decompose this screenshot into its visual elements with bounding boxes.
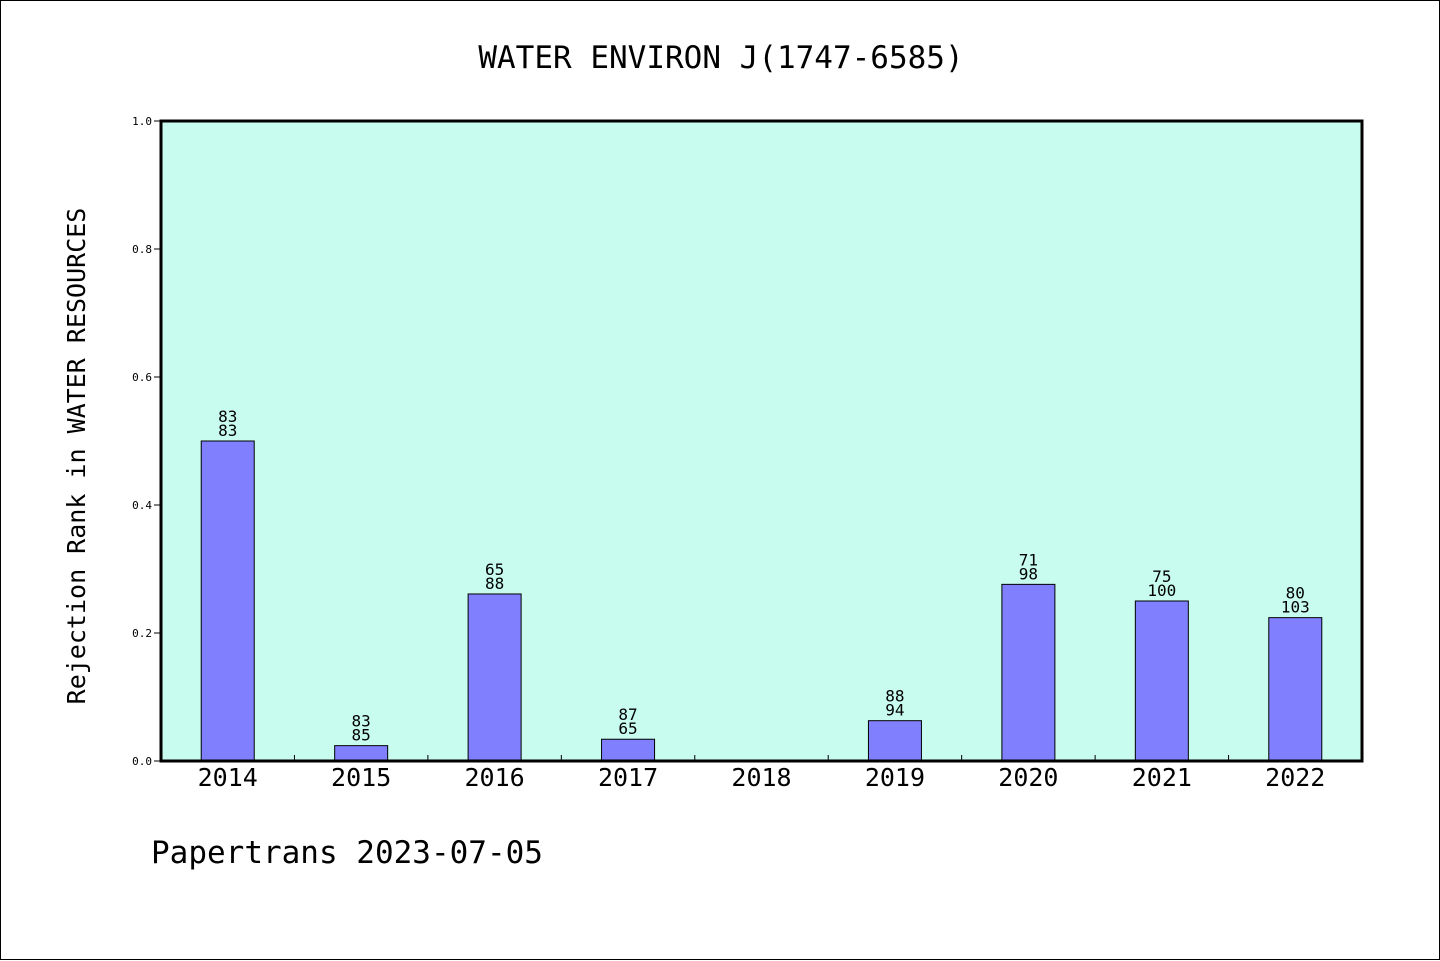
y-tick-label: 0.8 (132, 243, 152, 256)
y-axis: 0.0 0.2 0.4 0.6 0.8 1.0 (132, 115, 161, 768)
bar-label-bottom: 83 (218, 421, 237, 440)
bar-2016 (467, 593, 522, 762)
bar-label-bottom: 103 (1281, 598, 1310, 617)
x-tick-label: 2017 (598, 763, 658, 792)
bar-2020 (1001, 583, 1056, 762)
plot-border (159, 119, 1364, 763)
x-tick-label: 2019 (865, 763, 925, 792)
bar-label-bottom: 98 (1019, 564, 1038, 583)
x-tick-label: 2015 (331, 763, 391, 792)
bar-label-top: 65 (485, 560, 504, 579)
bar-label-bottom: 88 (485, 574, 504, 593)
bar-2014 (200, 440, 255, 762)
bars-group (200, 440, 1323, 762)
x-axis: 2014 2015 2016 2017 2018 2019 2020 2021 2022 (198, 755, 1325, 792)
bar-label-bottom: 100 (1147, 581, 1176, 600)
bar-2017 (601, 738, 656, 762)
x-tick-label: 2021 (1132, 763, 1192, 792)
bar-label-bottom: 94 (885, 701, 904, 720)
bar-label-top: 71 (1019, 550, 1038, 569)
bar-label-top: 88 (885, 687, 904, 706)
bar-2022 (1268, 617, 1323, 762)
bar-label-top: 83 (352, 712, 371, 731)
y-tick-label: 1.0 (132, 115, 152, 128)
chart-title: WATER ENVIRON J(1747-6585) (478, 40, 963, 76)
bar-label-top: 83 (218, 407, 237, 426)
bar-2019 (867, 720, 922, 762)
footer-text: Papertrans 2023-07-05 (151, 835, 543, 871)
x-tick-label: 2016 (465, 763, 525, 792)
x-tick-label: 2022 (1265, 763, 1325, 792)
bar-label-top: 87 (618, 705, 637, 724)
y-tick-label: 0.0 (132, 755, 152, 768)
y-axis-label: Rejection Rank in WATER RESOURCES (62, 208, 91, 705)
y-tick-label: 0.2 (132, 627, 152, 640)
y-tick-label: 0.4 (132, 499, 152, 512)
y-tick-label: 0.6 (132, 371, 152, 384)
bar-label-bottom: 65 (618, 719, 637, 738)
x-tick-label: 2018 (731, 763, 791, 792)
x-tick-label: 2014 (198, 763, 258, 792)
bar-2015 (334, 745, 389, 762)
bar-2021 (1134, 600, 1189, 762)
x-tick-label: 2020 (998, 763, 1058, 792)
bar-label-top: 80 (1286, 584, 1305, 603)
bar-label-top: 75 (1152, 567, 1171, 586)
bar-label-bottom: 85 (352, 726, 371, 745)
